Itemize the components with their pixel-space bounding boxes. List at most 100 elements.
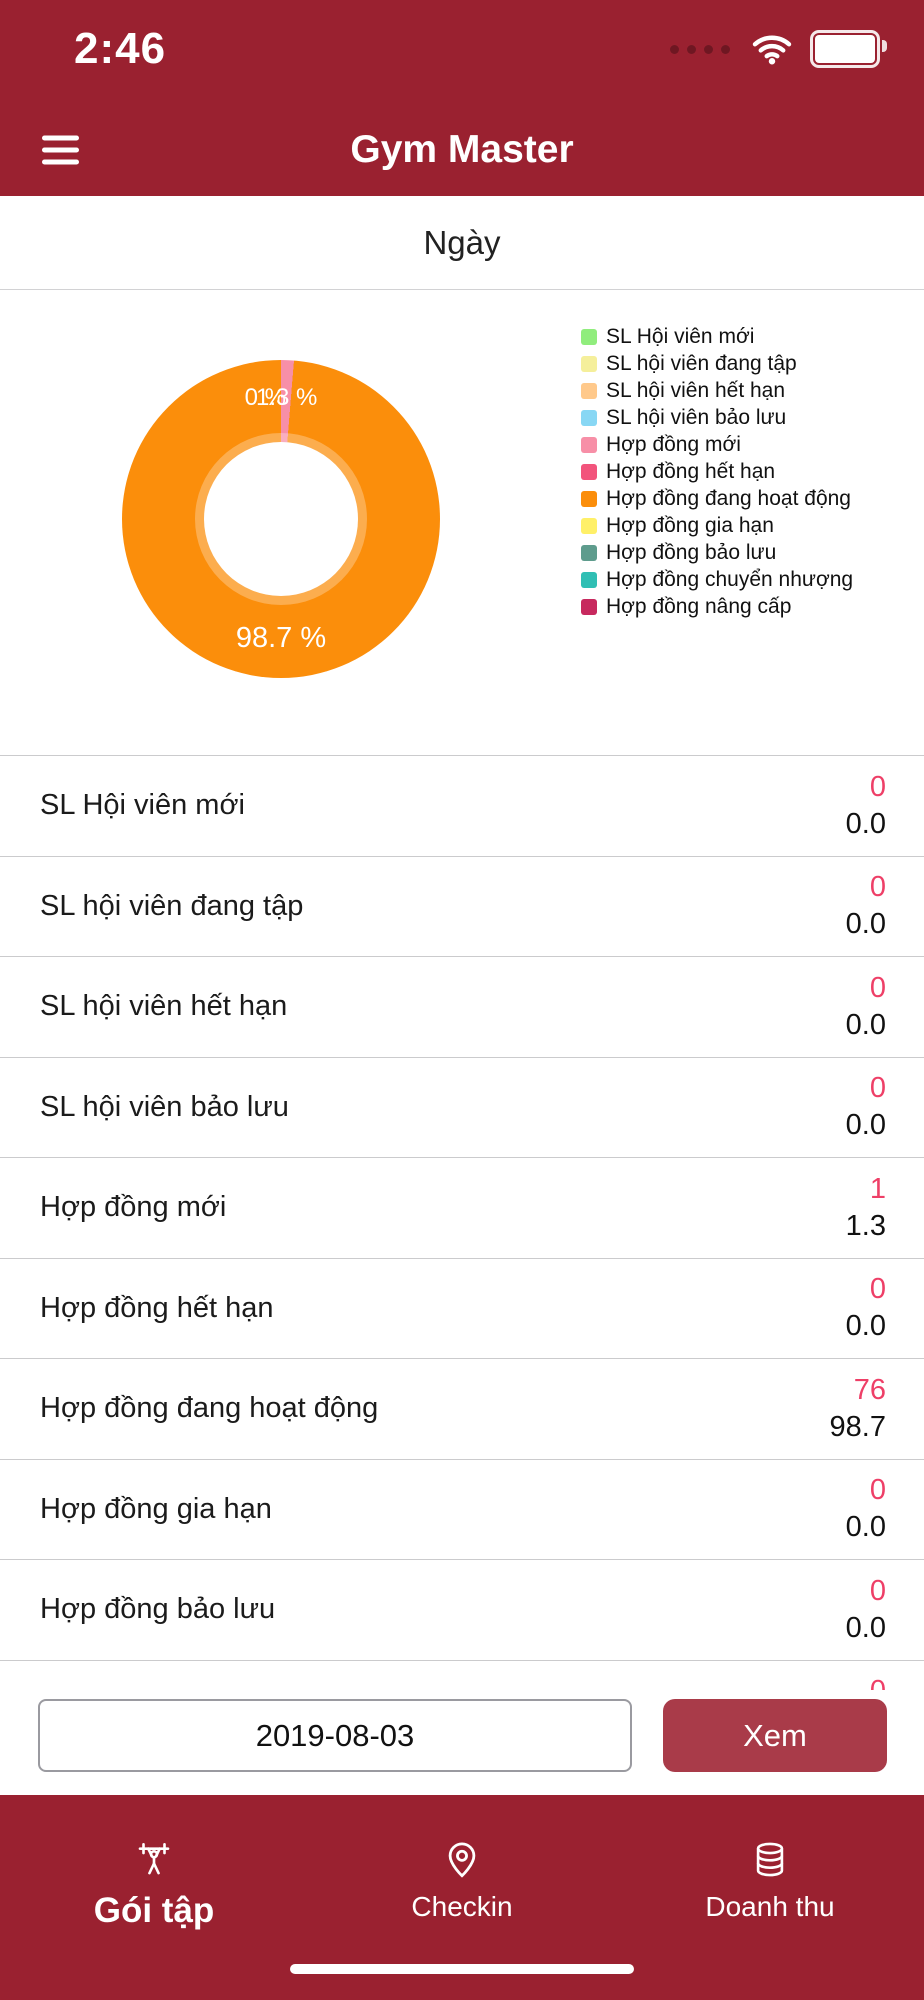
nav-item-checkin[interactable]: Checkin xyxy=(308,1795,616,2000)
legend-swatch xyxy=(581,409,597,426)
stat-label: Hợp đồng mới xyxy=(40,1191,227,1224)
cellular-signal-icon xyxy=(670,44,730,54)
legend-label: SL hội viên đang tập xyxy=(606,351,797,375)
stat-label: SL hội viên hết hạn xyxy=(40,990,288,1023)
legend-item[interactable]: SL hội viên hết hạn xyxy=(581,377,853,404)
donut-main-slice-label: 98.7 % xyxy=(235,622,327,654)
legend-item[interactable]: Hợp đồng nâng cấp xyxy=(581,593,853,620)
legend-swatch xyxy=(581,463,597,480)
stats-list: SL Hội viên mới 0 0.0 SL hội viên đang t… xyxy=(0,755,924,1761)
legend-swatch xyxy=(581,436,597,453)
status-bar: 2:46 xyxy=(0,14,924,84)
legend-swatch xyxy=(581,598,597,615)
legend-label: Hợp đồng bảo lưu xyxy=(606,540,777,564)
stat-count: 0 xyxy=(869,871,886,904)
stat-values: 0 0.0 xyxy=(846,1568,886,1652)
nav-label: Checkin xyxy=(411,1891,513,1922)
legend-item[interactable]: SL hội viên đang tập xyxy=(581,350,853,377)
stat-row: Hợp đồng bảo lưu 0 0.0 xyxy=(0,1560,924,1661)
stat-values: 0 0.0 xyxy=(846,1266,886,1350)
legend-item[interactable]: Hợp đồng gia hạn xyxy=(581,512,853,539)
stat-percent: 0.0 xyxy=(845,1008,886,1041)
chart-legend: SL Hội viên mới SL hội viên đang tập SL … xyxy=(581,323,853,620)
stat-label: Hợp đồng hết hạn xyxy=(40,1291,274,1324)
stat-count: 76 xyxy=(853,1373,886,1406)
legend-item[interactable]: SL Hội viên mới xyxy=(581,323,853,350)
battery-icon xyxy=(810,30,887,68)
stat-values: 76 98.7 xyxy=(830,1367,886,1451)
stat-count: 0 xyxy=(869,1574,886,1607)
stat-label: SL Hội viên mới xyxy=(40,789,245,822)
stat-percent: 98.7 xyxy=(829,1410,886,1443)
stat-count: 0 xyxy=(869,1072,886,1105)
stat-label: SL hội viên bảo lưu xyxy=(40,1090,289,1123)
stat-row: SL Hội viên mới 0 0.0 xyxy=(0,756,924,857)
stat-row: Hợp đồng hết hạn 0 0.0 xyxy=(0,1259,924,1359)
stat-row: SL hội viên bảo lưu 0 0.0 xyxy=(0,1058,924,1158)
stat-count: 0 xyxy=(869,971,886,1004)
legend-item[interactable]: SL hội viên bảo lưu xyxy=(581,404,853,431)
stat-count: 0 xyxy=(869,770,886,803)
stat-values: 0 0.0 xyxy=(846,965,886,1049)
nav-label: Gói tập xyxy=(93,1891,215,1930)
stat-percent: 0.0 xyxy=(845,1310,886,1343)
legend-swatch xyxy=(581,355,597,372)
stat-values: 0 0.0 xyxy=(846,1065,886,1149)
legend-label: Hợp đồng gia hạn xyxy=(606,513,774,537)
nav-bar: Gym Master xyxy=(0,104,924,196)
stat-label: SL hội viên đang tập xyxy=(40,889,304,922)
legend-label: SL Hội viên mới xyxy=(606,324,755,348)
legend-label: Hợp đồng đang hoạt động xyxy=(606,486,851,510)
dumbbell-icon xyxy=(133,1839,175,1881)
stat-percent: 0.0 xyxy=(845,908,886,941)
tab-period-ngay[interactable]: Ngày xyxy=(0,196,924,290)
stat-count: 0 xyxy=(869,1474,886,1507)
donut-hole xyxy=(204,442,358,596)
legend-label: Hợp đồng chuyển nhượng xyxy=(606,567,854,591)
app-header: 2:46 Gym Master xyxy=(0,0,924,196)
stat-values: 1 1.3 xyxy=(846,1166,886,1250)
stat-row: Hợp đồng mới 1 1.3 xyxy=(0,1158,924,1259)
filter-bar: Xem xyxy=(0,1690,924,1795)
status-icons xyxy=(670,30,887,68)
stat-values: 0 0.0 xyxy=(846,864,886,948)
nav-item-goi-tap[interactable]: Gói tập xyxy=(0,1795,308,2000)
date-input[interactable] xyxy=(38,1699,632,1772)
page-title: Gym Master xyxy=(350,128,574,171)
legend-item[interactable]: Hợp đồng chuyển nhượng xyxy=(581,566,853,593)
legend-label: SL hội viên bảo lưu xyxy=(606,405,787,429)
legend-swatch xyxy=(581,517,597,534)
view-button[interactable]: Xem xyxy=(663,1699,887,1772)
donut-small-slice-label: 0 %1.3 % xyxy=(244,384,318,411)
stat-label: Hợp đồng đang hoạt động xyxy=(40,1392,379,1425)
legend-swatch xyxy=(581,328,597,345)
stat-count: 0 xyxy=(869,1273,886,1306)
legend-item[interactable]: Hợp đồng bảo lưu xyxy=(581,539,853,566)
legend-swatch xyxy=(581,544,597,561)
legend-label: Hợp đồng mới xyxy=(606,432,741,456)
stat-label: Hợp đồng bảo lưu xyxy=(40,1593,276,1626)
wifi-icon xyxy=(750,32,794,66)
hamburger-menu-icon[interactable] xyxy=(42,135,79,165)
donut-chart[interactable]: 0 %1.3 % 98.7 % xyxy=(122,360,440,678)
legend-label: Hợp đồng hết hạn xyxy=(606,459,776,483)
stat-percent: 0.0 xyxy=(845,1511,886,1544)
coins-icon xyxy=(749,1839,791,1881)
chart-section: 0 %1.3 % 98.7 % SL Hội viên mới SL hội v… xyxy=(0,291,924,755)
legend-swatch xyxy=(581,571,597,588)
legend-item[interactable]: Hợp đồng hết hạn xyxy=(581,458,853,485)
stat-label: Hợp đồng gia hạn xyxy=(40,1492,272,1525)
stat-percent: 0.0 xyxy=(845,807,886,840)
stat-row: SL hội viên hết hạn 0 0.0 xyxy=(0,957,924,1058)
home-indicator[interactable] xyxy=(290,1964,634,1974)
location-pin-icon xyxy=(441,1839,483,1881)
nav-item-doanh-thu[interactable]: Doanh thu xyxy=(616,1795,924,2000)
stat-values: 0 0.0 xyxy=(846,1467,886,1551)
legend-item[interactable]: Hợp đồng mới xyxy=(581,431,853,458)
status-time: 2:46 xyxy=(74,24,167,73)
legend-label: Hợp đồng nâng cấp xyxy=(606,594,792,618)
legend-item[interactable]: Hợp đồng đang hoạt động xyxy=(581,485,853,512)
legend-label: SL hội viên hết hạn xyxy=(606,378,786,402)
legend-swatch xyxy=(581,490,597,507)
